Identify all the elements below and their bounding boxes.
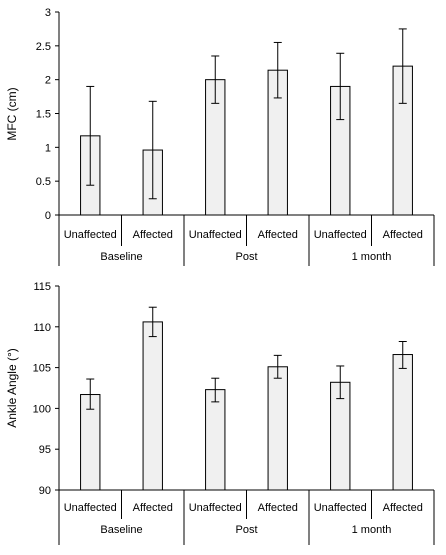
y-tick-label: 3 [45,7,51,19]
x-category-label: Affected [258,229,298,241]
x-group-label: Baseline [100,524,142,536]
ankle-angle-chart: 90 95 100 105 110 115 Ankle Angle (°) Unaffecte… [5,281,435,545]
y-tick-label: 110 [33,322,51,334]
y-axis-label: Ankle Angle (°) [5,348,19,428]
bar [392,354,413,491]
y-tick-label: 90 [39,485,51,497]
bar [267,366,288,491]
x-group-label: 1 month [352,251,392,263]
bar [142,321,163,491]
x-category-label: Unaffected [64,502,117,514]
bar [205,389,226,491]
y-tick-label: 1.5 [36,109,51,121]
x-category-label: Unaffected [64,229,117,241]
x-group-label: Post [235,524,257,536]
x-category-label: Affected [133,229,173,241]
x-category-label: Unaffected [189,502,242,514]
x-category-label: Affected [133,502,173,514]
y-tick-label: 2 [45,75,51,87]
y-axis-label: MFC (cm) [5,87,19,140]
y-tick-label: 1 [45,142,51,154]
x-category-label: Affected [383,502,423,514]
x-category-label: Unaffected [314,229,367,241]
y-tick-label: 0 [45,210,51,222]
y-tick-label: 95 [39,444,51,456]
y-tick-label: 105 [33,363,51,375]
y-tick-label: 100 [33,403,51,415]
y-tick-label: 2.5 [36,41,51,53]
y-tick-label: 115 [33,281,51,293]
x-category-label: Affected [258,502,298,514]
x-group-label: Baseline [100,251,142,263]
y-tick-label: 0.5 [36,176,51,188]
x-category-label: Affected [383,229,423,241]
x-group-label: 1 month [352,524,392,536]
x-group-label: Post [235,251,257,263]
x-category-label: Unaffected [314,502,367,514]
x-category-label: Unaffected [189,229,242,241]
mfc-chart: 0 0.5 1 1.5 2 2.5 3 MFC (cm) Unaffected Affected U… [5,7,435,266]
